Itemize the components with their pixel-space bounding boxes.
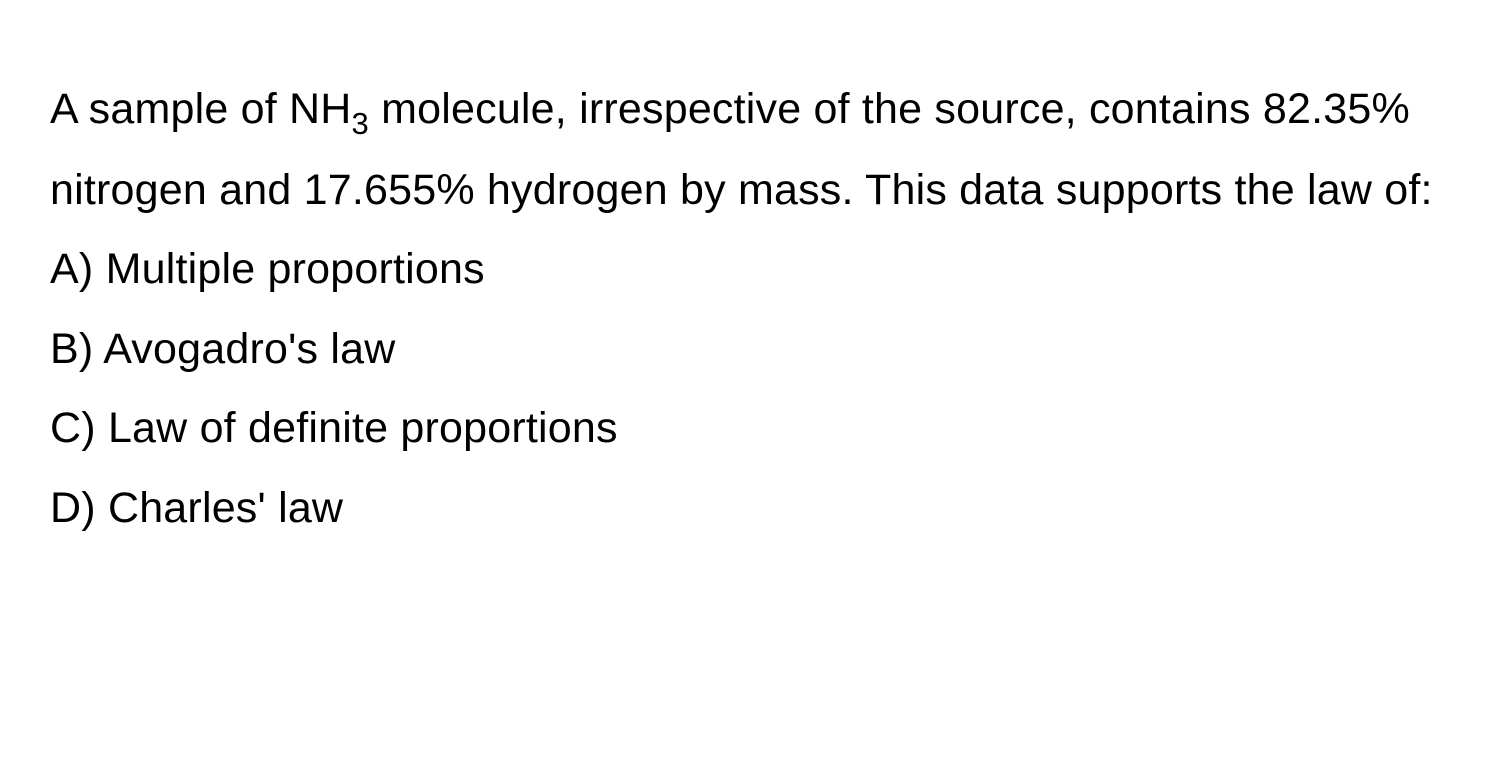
option-text: Charles' law [108, 484, 343, 532]
option-b: B) Avogadro's law [50, 310, 1460, 390]
option-a: A) Multiple proportions [50, 230, 1460, 310]
question-text: A sample of NH3 molecule, irrespective o… [50, 70, 1460, 230]
question-block: A sample of NH3 molecule, irrespective o… [0, 0, 1500, 589]
option-text: Multiple proportions [106, 245, 485, 293]
question-subscript: 3 [352, 106, 369, 141]
option-label: C) [50, 404, 96, 452]
option-text: Law of definite proportions [108, 404, 618, 452]
option-label: D) [50, 484, 96, 532]
option-c: C) Law of definite proportions [50, 389, 1460, 469]
question-part1: A sample of NH [50, 85, 352, 133]
option-text: Avogadro's law [103, 325, 395, 373]
option-label: B) [50, 325, 93, 373]
option-label: A) [50, 245, 93, 293]
option-d: D) Charles' law [50, 469, 1460, 549]
